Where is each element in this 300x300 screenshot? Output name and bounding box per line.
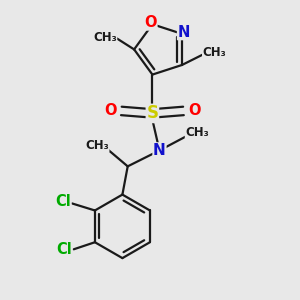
Text: Cl: Cl [56, 242, 72, 257]
Text: CH₃: CH₃ [85, 139, 109, 152]
Text: CH₃: CH₃ [93, 31, 117, 44]
Text: O: O [104, 103, 117, 118]
Text: N: N [178, 25, 190, 40]
Text: S: S [146, 104, 158, 122]
Text: CH₃: CH₃ [202, 46, 226, 59]
Text: O: O [188, 103, 200, 118]
Text: CH₃: CH₃ [185, 126, 209, 139]
Text: Cl: Cl [55, 194, 71, 209]
Text: O: O [144, 15, 157, 30]
Text: N: N [153, 143, 166, 158]
